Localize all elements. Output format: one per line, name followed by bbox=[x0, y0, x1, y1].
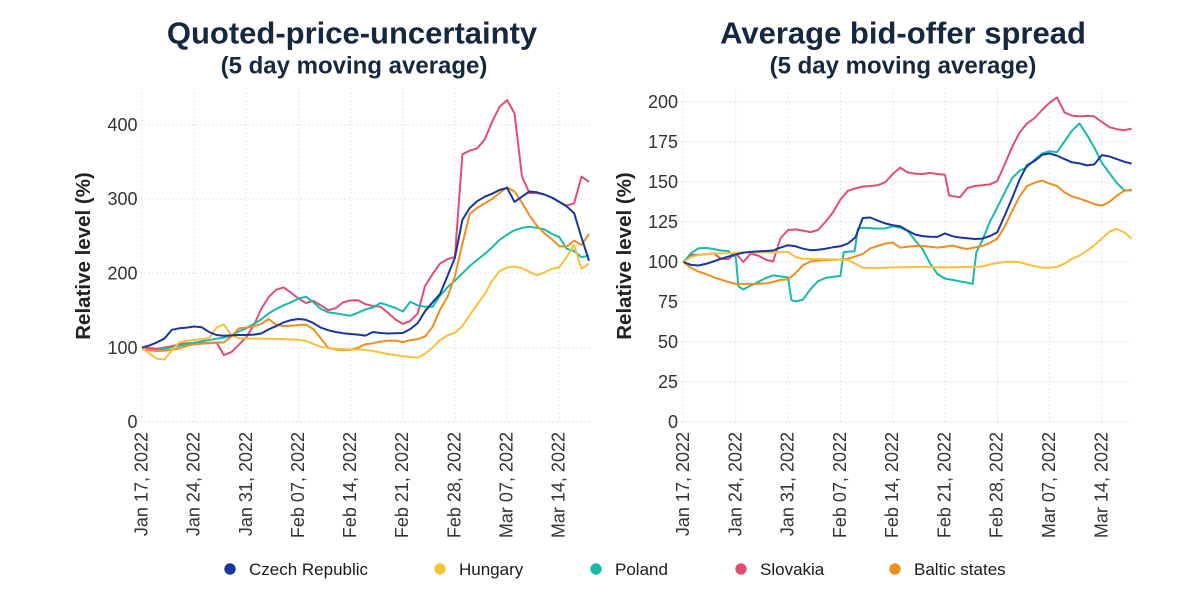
svg-text:175: 175 bbox=[648, 132, 678, 152]
svg-text:Feb 21, 2022: Feb 21, 2022 bbox=[935, 432, 955, 538]
svg-text:Hungary: Hungary bbox=[459, 560, 524, 579]
svg-text:300: 300 bbox=[107, 189, 137, 209]
svg-text:(5 day moving average): (5 day moving average) bbox=[221, 53, 488, 80]
svg-text:(5 day moving average): (5 day moving average) bbox=[770, 53, 1037, 80]
svg-text:100: 100 bbox=[107, 338, 137, 358]
svg-text:Poland: Poland bbox=[615, 560, 668, 579]
svg-text:200: 200 bbox=[648, 92, 678, 112]
svg-text:Feb 07, 2022: Feb 07, 2022 bbox=[288, 432, 308, 538]
svg-text:Average bid-offer spread: Average bid-offer spread bbox=[720, 16, 1086, 51]
svg-text:Jan 31, 2022: Jan 31, 2022 bbox=[778, 432, 798, 536]
svg-text:25: 25 bbox=[658, 372, 678, 392]
svg-text:Jan 17, 2022: Jan 17, 2022 bbox=[673, 432, 693, 536]
svg-text:Feb 14, 2022: Feb 14, 2022 bbox=[340, 432, 360, 538]
svg-text:Jan 24, 2022: Jan 24, 2022 bbox=[184, 432, 204, 536]
svg-text:100: 100 bbox=[648, 252, 678, 272]
svg-text:150: 150 bbox=[648, 172, 678, 192]
svg-text:Mar 07, 2022: Mar 07, 2022 bbox=[1039, 432, 1059, 538]
svg-text:200: 200 bbox=[107, 264, 137, 284]
svg-text:0: 0 bbox=[127, 412, 137, 432]
svg-text:Jan 17, 2022: Jan 17, 2022 bbox=[132, 432, 152, 536]
svg-text:Slovakia: Slovakia bbox=[760, 560, 825, 579]
svg-text:Jan 31, 2022: Jan 31, 2022 bbox=[236, 432, 256, 536]
svg-text:125: 125 bbox=[648, 212, 678, 232]
svg-text:75: 75 bbox=[658, 292, 678, 312]
svg-text:Feb 28, 2022: Feb 28, 2022 bbox=[987, 432, 1007, 538]
svg-text:50: 50 bbox=[658, 332, 678, 352]
svg-text:Jan 24, 2022: Jan 24, 2022 bbox=[725, 432, 745, 536]
svg-text:Feb 07, 2022: Feb 07, 2022 bbox=[830, 432, 850, 538]
svg-text:Mar 07, 2022: Mar 07, 2022 bbox=[497, 432, 517, 538]
svg-text:Feb 28, 2022: Feb 28, 2022 bbox=[444, 432, 464, 538]
svg-text:Mar 14, 2022: Mar 14, 2022 bbox=[549, 432, 569, 538]
svg-text:Quoted-price-uncertainty: Quoted-price-uncertainty bbox=[167, 16, 538, 51]
svg-text:400: 400 bbox=[107, 115, 137, 135]
svg-text:Relative level (%): Relative level (%) bbox=[613, 172, 636, 340]
svg-text:Relative level (%): Relative level (%) bbox=[72, 172, 95, 340]
svg-text:Feb 21, 2022: Feb 21, 2022 bbox=[392, 432, 412, 538]
svg-text:Baltic states: Baltic states bbox=[914, 560, 1006, 579]
svg-text:Czech Republic: Czech Republic bbox=[249, 560, 369, 579]
svg-text:Feb 14, 2022: Feb 14, 2022 bbox=[882, 432, 902, 538]
svg-text:Mar 14, 2022: Mar 14, 2022 bbox=[1091, 432, 1111, 538]
svg-text:0: 0 bbox=[668, 412, 678, 432]
